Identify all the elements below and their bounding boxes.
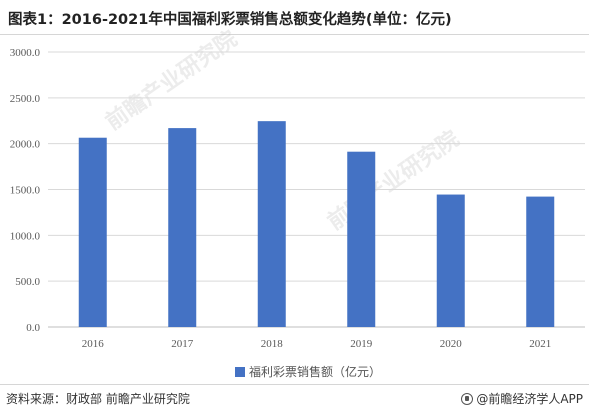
y-tick-label: 1000.0 bbox=[10, 230, 41, 242]
chart-title: 图表1：2016-2021年中国福利彩票销售总额变化趋势(单位：亿元) bbox=[8, 12, 452, 28]
y-tick-label: 2000.0 bbox=[10, 139, 41, 151]
bar-2019 bbox=[347, 151, 376, 327]
x-tick-label: 2019 bbox=[350, 338, 373, 350]
y-tick-label: 0.0 bbox=[26, 322, 40, 334]
y-tick-label: 2500.0 bbox=[10, 93, 41, 105]
footer-divider bbox=[0, 384, 589, 385]
source-note: 资料来源：财政部 前瞻产业研究院 bbox=[6, 392, 190, 406]
credit-text: @前瞻经济学人APP bbox=[476, 392, 583, 406]
x-tick-label: 2020 bbox=[440, 338, 463, 350]
x-tick-label: 2017 bbox=[171, 338, 194, 350]
bar-2016 bbox=[78, 137, 107, 327]
x-tick-label: 2021 bbox=[529, 338, 551, 350]
y-axis-ticks: 0.0 500.0 1000.0 1500.0 2000.0 2500.0 3000.0 bbox=[10, 47, 41, 334]
y-tick-label: 500.0 bbox=[15, 276, 40, 288]
y-tick-label: 3000.0 bbox=[10, 47, 41, 59]
bars bbox=[78, 121, 555, 327]
legend-swatch bbox=[235, 366, 245, 377]
bar-chart: 0.0 500.0 1000.0 1500.0 2000.0 2500.0 3000.0 2… bbox=[10, 47, 585, 350]
legend-label: 福利彩票销售额（亿元） bbox=[249, 365, 382, 379]
y-tick-label: 1500.0 bbox=[10, 185, 41, 197]
x-tick-label: 2018 bbox=[261, 338, 284, 350]
credit-note: @前瞻经济学人APP bbox=[461, 390, 583, 407]
chart-legend: 福利彩票销售额（亿元） bbox=[235, 363, 381, 380]
bar-2018 bbox=[257, 121, 286, 327]
bar-2020 bbox=[436, 194, 465, 327]
bar-2017 bbox=[168, 128, 197, 327]
title-divider bbox=[0, 34, 589, 35]
x-axis-ticks: 2016 2017 2018 2019 2020 2021 bbox=[82, 338, 552, 350]
app-logo-icon bbox=[461, 392, 474, 405]
x-tick-label: 2016 bbox=[82, 338, 105, 350]
gridlines bbox=[48, 51, 585, 328]
bar-2021 bbox=[526, 196, 555, 327]
